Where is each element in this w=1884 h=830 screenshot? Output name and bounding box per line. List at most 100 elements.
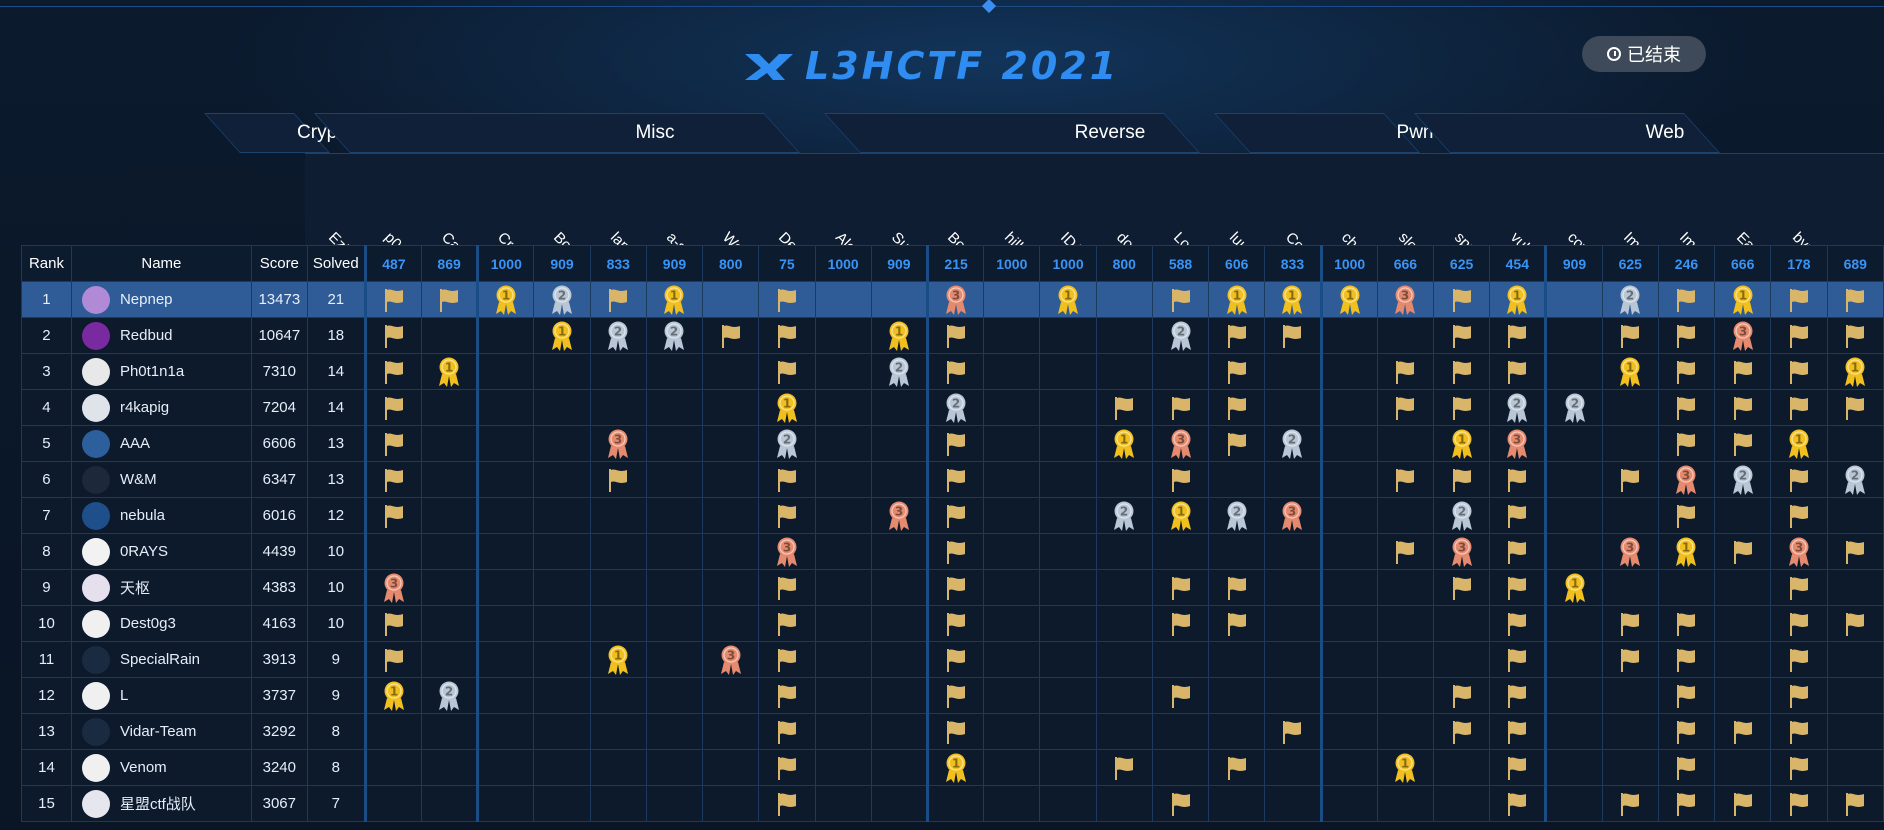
solve-cell[interactable] [1489, 785, 1547, 822]
team-name[interactable]: AAA [119, 435, 150, 452]
solve-cell[interactable] [758, 497, 816, 534]
solve-cell[interactable] [1826, 605, 1884, 642]
solve-cell[interactable]: 1 [1039, 281, 1097, 318]
solve-cell[interactable] [925, 713, 985, 750]
table-row[interactable]: 4 r4kapig 7204 14 1 2 2 2 [21, 389, 1884, 426]
solve-cell[interactable] [925, 317, 985, 354]
team-name[interactable]: L [119, 687, 129, 704]
solve-cell[interactable] [1601, 641, 1659, 678]
table-row[interactable]: 11 SpecialRain 3913 9 1 3 [21, 641, 1884, 678]
solve-cell[interactable] [1770, 281, 1828, 318]
solve-cell[interactable]: 1 [476, 281, 535, 318]
table-row[interactable]: 3 Ph0t1n1a 7310 14 1 2 1 1 [21, 353, 1884, 390]
solve-cell[interactable]: 1 [925, 749, 985, 786]
team-name-cell[interactable]: L [70, 677, 252, 714]
solve-cell[interactable] [1489, 317, 1547, 354]
solve-cell[interactable]: 3 [1376, 281, 1435, 318]
solve-cell[interactable]: 1 [533, 317, 591, 354]
solve-cell[interactable]: 3 [870, 497, 928, 534]
solve-cell[interactable] [1770, 461, 1828, 498]
solve-cell[interactable] [1489, 461, 1547, 498]
solve-cell[interactable]: 1 [1770, 425, 1828, 462]
solve-cell[interactable] [1826, 533, 1884, 570]
solve-cell[interactable]: 1 [1601, 353, 1659, 390]
solve-cell[interactable]: 1 [1544, 569, 1603, 606]
team-name[interactable]: Nepnep [119, 291, 173, 308]
solve-cell[interactable] [1657, 425, 1716, 462]
category-reverse[interactable]: Reverse [1074, 122, 1146, 143]
solve-cell[interactable]: 3 [758, 533, 816, 570]
team-name-cell[interactable]: 0RAYS [70, 533, 252, 570]
solve-cell[interactable] [589, 281, 647, 318]
solve-cell[interactable] [925, 677, 985, 714]
table-row[interactable]: 15 星盟ctf战队 3067 7 [21, 785, 1884, 822]
team-name-cell[interactable]: Dest0g3 [70, 605, 252, 642]
solve-cell[interactable] [1714, 533, 1772, 570]
solve-cell[interactable]: 1 [1376, 749, 1435, 786]
team-name-cell[interactable]: Nepnep [70, 281, 252, 318]
solve-cell[interactable] [363, 461, 422, 498]
solve-cell[interactable]: 1 [1657, 533, 1716, 570]
solve-cell[interactable] [758, 569, 816, 606]
solve-cell[interactable] [1489, 749, 1547, 786]
solve-cell[interactable] [758, 677, 816, 714]
solve-cell[interactable] [1770, 713, 1828, 750]
solve-cell[interactable] [1151, 605, 1210, 642]
solve-cell[interactable] [1770, 497, 1828, 534]
category-web[interactable]: Web [1645, 122, 1685, 143]
solve-cell[interactable] [1714, 785, 1772, 822]
solve-cell[interactable] [1770, 749, 1828, 786]
solve-cell[interactable] [1432, 389, 1491, 426]
team-name[interactable]: Venom [119, 759, 167, 776]
solve-cell[interactable] [1657, 749, 1716, 786]
solve-cell[interactable] [1657, 317, 1716, 354]
solve-cell[interactable] [363, 317, 422, 354]
solve-cell[interactable]: 2 [1544, 389, 1603, 426]
solve-cell[interactable] [1376, 389, 1435, 426]
solve-cell[interactable]: 3 [1489, 425, 1547, 462]
solve-cell[interactable]: 2 [1432, 497, 1491, 534]
solve-cell[interactable]: 1 [589, 641, 647, 678]
solve-cell[interactable] [1208, 569, 1266, 606]
solve-cell[interactable] [1601, 317, 1659, 354]
solve-cell[interactable] [1208, 749, 1266, 786]
team-name[interactable]: Dest0g3 [119, 615, 176, 632]
solve-cell[interactable] [1826, 785, 1884, 822]
solve-cell[interactable] [1826, 389, 1884, 426]
solve-cell[interactable] [1770, 569, 1828, 606]
solve-cell[interactable] [1432, 281, 1491, 318]
solve-cell[interactable] [1770, 389, 1828, 426]
solve-cell[interactable] [363, 605, 422, 642]
team-name-cell[interactable]: Ph0t1n1a [70, 353, 252, 390]
team-name[interactable]: Vidar-Team [119, 723, 197, 740]
solve-cell[interactable] [1208, 353, 1266, 390]
solve-cell[interactable] [363, 641, 422, 678]
table-row[interactable]: 12 L 3737 9 1 2 [21, 677, 1884, 714]
solve-cell[interactable] [1208, 317, 1266, 354]
solve-cell[interactable]: 2 [1601, 281, 1659, 318]
table-row[interactable]: 2 Redbud 10647 18 1 2 2 1 2 3 [21, 317, 1884, 354]
solve-cell[interactable] [1208, 425, 1266, 462]
solve-cell[interactable] [1095, 749, 1153, 786]
solve-cell[interactable] [420, 281, 479, 318]
solve-cell[interactable] [1714, 389, 1772, 426]
solve-cell[interactable]: 2 [645, 317, 704, 354]
solve-cell[interactable]: 1 [1714, 281, 1772, 318]
solve-cell[interactable]: 3 [1432, 533, 1491, 570]
solve-cell[interactable] [1376, 461, 1435, 498]
solve-cell[interactable]: 3 [1714, 317, 1772, 354]
solve-cell[interactable]: 1 [420, 353, 479, 390]
solve-cell[interactable] [363, 425, 422, 462]
solve-cell[interactable]: 3 [1151, 425, 1210, 462]
solve-cell[interactable] [758, 353, 816, 390]
solve-cell[interactable]: 3 [1770, 533, 1828, 570]
solve-cell[interactable] [1432, 677, 1491, 714]
solve-cell[interactable] [1770, 641, 1828, 678]
solve-cell[interactable] [1208, 389, 1266, 426]
solve-cell[interactable]: 2 [420, 677, 479, 714]
solve-cell[interactable]: 2 [925, 389, 985, 426]
solve-cell[interactable] [1826, 281, 1884, 318]
solve-cell[interactable] [1770, 677, 1828, 714]
team-name-cell[interactable]: r4kapig [70, 389, 252, 426]
team-name-cell[interactable]: SpecialRain [70, 641, 252, 678]
